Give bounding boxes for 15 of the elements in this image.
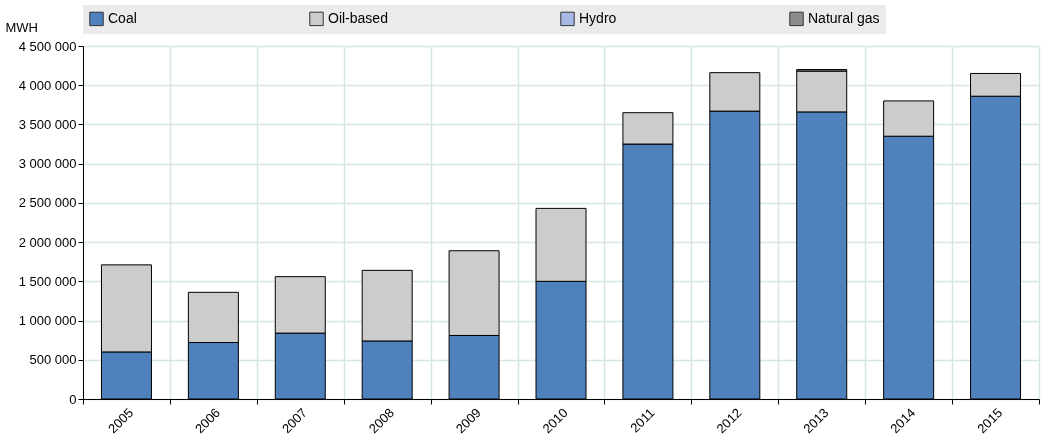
y-tick-label: 4 000 000	[18, 77, 77, 93]
y-axis-title: MWH	[5, 19, 38, 35]
legend-label: Coal	[108, 9, 137, 26]
y-tick-label: 2 000 000	[18, 234, 77, 250]
y-tick-label: 3 500 000	[18, 116, 77, 132]
y-tick-label: 1 500 000	[18, 273, 77, 289]
y-tick-label: 0	[69, 391, 77, 407]
y-tick-label: 1 000 000	[18, 313, 77, 329]
y-tick-label: 3 000 000	[18, 156, 77, 172]
legend-label: Natural gas	[808, 9, 880, 26]
legend-label: Hydro	[579, 9, 617, 26]
y-tick-label: 2 500 000	[18, 195, 77, 211]
y-tick-label: 4 500 000	[18, 38, 77, 54]
legend-label: Oil-based	[328, 9, 388, 26]
y-tick-label: 500 000	[29, 352, 77, 368]
